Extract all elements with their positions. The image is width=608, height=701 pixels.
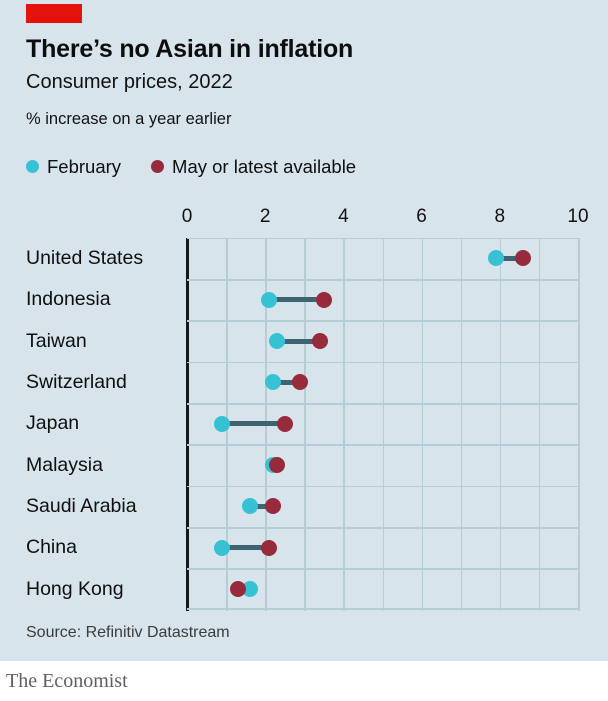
- dot-may: [292, 374, 309, 391]
- gridline-vertical: [538, 237, 541, 611]
- dumbbell-connector: [269, 297, 324, 303]
- gridline-vertical: [421, 237, 424, 611]
- gridline-horizontal: [187, 568, 578, 570]
- content: There’s no Asian in inflation Consumer p…: [26, 35, 589, 641]
- category-label: United States: [26, 246, 144, 269]
- chart-subtitle: Consumer prices, 2022: [26, 71, 233, 93]
- category-label: China: [26, 536, 77, 559]
- dot-may: [276, 415, 293, 432]
- tick-label: 2: [259, 205, 271, 227]
- gridline-vertical: [578, 237, 580, 611]
- gridline-horizontal: [187, 320, 578, 322]
- dot-february: [214, 415, 231, 432]
- gridline-horizontal: [187, 444, 578, 446]
- dot-february: [265, 374, 282, 391]
- dot-february: [268, 333, 285, 350]
- legend-dot-may: [151, 160, 165, 174]
- dumbbell-connector: [495, 255, 524, 261]
- dumbbell-connector: [222, 421, 285, 427]
- dot-february: [261, 291, 278, 308]
- axis-ticks: 0 2 4 6 8 10: [26, 202, 589, 228]
- gridline-vertical: [460, 237, 463, 611]
- category-label: Taiwan: [26, 329, 87, 352]
- legend-item-february: February: [26, 156, 121, 178]
- gridline-horizontal: [187, 279, 578, 281]
- gridline-vertical: [382, 237, 384, 611]
- economist-red-tab: [26, 4, 82, 23]
- gridline-horizontal: [187, 237, 578, 240]
- dot-may: [261, 539, 278, 556]
- chart-unit-note: % increase on a year earlier: [26, 110, 232, 128]
- dot-may: [515, 250, 532, 267]
- tick-label: 4: [338, 205, 349, 227]
- gridline-horizontal: [187, 608, 578, 610]
- dot-february: [487, 250, 504, 267]
- tick-label: 0: [181, 205, 193, 227]
- gridline-vertical: [304, 237, 306, 611]
- tick-label: 6: [416, 205, 427, 227]
- source-line: Source: Refinitiv Datastream: [26, 623, 230, 641]
- dot-may: [315, 291, 332, 308]
- dot-may: [268, 457, 285, 474]
- dumbbell-connector: [273, 379, 301, 385]
- category-label: Switzerland: [26, 370, 127, 393]
- legend-label-february: February: [47, 155, 122, 177]
- tick-label: 8: [494, 205, 506, 227]
- axis-line: [186, 237, 189, 611]
- category-label: Japan: [26, 412, 80, 435]
- category-label: Malaysia: [26, 453, 103, 476]
- gridline-horizontal: [187, 403, 578, 405]
- gridline-vertical: [343, 237, 345, 611]
- gridline-vertical: [499, 237, 502, 611]
- category-label: Indonesia: [26, 288, 111, 311]
- legend-item-may: May or latest available: [151, 156, 356, 178]
- dumbbell-connector: [276, 338, 320, 344]
- dot-february: [241, 581, 258, 598]
- category-label: Hong Kong: [26, 577, 124, 600]
- dumbbell-connector: [222, 545, 270, 551]
- dot-may: [265, 498, 282, 515]
- brand-wordmark: The Economist: [6, 669, 128, 692]
- legend-label-may: May or latest available: [172, 155, 357, 177]
- dumbbell-connector: [249, 503, 273, 509]
- dot-may: [311, 333, 328, 350]
- dot-february: [241, 498, 258, 515]
- chart-plot: United States Indonesia Taiwan Switzerland J…: [26, 237, 582, 611]
- legend-dot-february: [26, 160, 39, 174]
- tick-label: 10: [567, 205, 589, 227]
- dot-february: [214, 539, 231, 556]
- gridline-horizontal: [187, 361, 578, 364]
- page-title: There’s no Asian in inflation: [26, 35, 354, 63]
- gridline-horizontal: [187, 527, 578, 529]
- gridline-horizontal: [187, 485, 578, 488]
- footer: The Economist: [0, 661, 608, 701]
- dot-may: [229, 581, 246, 598]
- legend: February May or latest available: [26, 156, 582, 178]
- category-label: Saudi Arabia: [26, 494, 137, 517]
